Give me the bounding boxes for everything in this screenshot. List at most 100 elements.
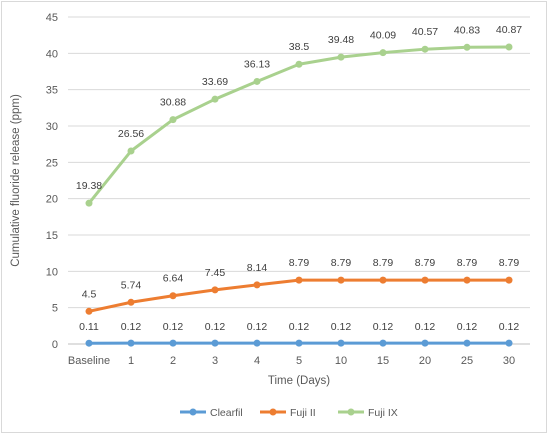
data-point [85, 199, 93, 207]
data-point [463, 276, 471, 284]
x-tick-label: Baseline [68, 355, 110, 367]
y-tick-label: 30 [46, 121, 58, 133]
legend-item-fuji-ii: Fuji II [260, 407, 316, 419]
legend-swatch-marker [347, 408, 355, 416]
data-point [295, 339, 303, 347]
series-fuji-ii [85, 276, 513, 315]
x-tick-label: 10 [335, 355, 347, 367]
x-tick-label: 20 [419, 355, 431, 367]
data-label: 7.45 [205, 267, 226, 279]
data-label: 8.79 [457, 257, 478, 269]
data-label: 0.12 [163, 321, 184, 333]
data-label: 8.14 [247, 262, 268, 274]
legend-swatch-marker [269, 408, 277, 416]
data-point [211, 95, 219, 103]
series-clearfil [85, 339, 513, 347]
data-label: 0.12 [247, 321, 268, 333]
data-label: 40.57 [412, 26, 438, 38]
data-label: 8.79 [373, 257, 394, 269]
series-line-fuji-ii [87, 278, 511, 313]
data-point [253, 281, 261, 289]
x-tick-label: 2 [170, 355, 176, 367]
data-label: 0.12 [121, 321, 142, 333]
data-point [169, 292, 177, 300]
data-label: 0.12 [373, 321, 394, 333]
legend-label: Fuji II [290, 407, 316, 419]
x-tick-label: 15 [377, 355, 389, 367]
legend: Clearfil Fuji II Fuji IX [180, 407, 398, 419]
y-tick-label: 0 [52, 339, 58, 351]
y-tick-label: 25 [46, 157, 58, 169]
data-point [295, 60, 303, 68]
x-axis-ticks: Baseline 1 2 3 4 5 10 15 20 25 30 [68, 355, 515, 367]
data-label: 36.13 [244, 58, 270, 70]
series-line-fuji-ix [87, 45, 511, 205]
data-point [127, 339, 135, 347]
data-point [169, 339, 177, 347]
data-point [253, 339, 261, 347]
data-point [421, 276, 429, 284]
data-label: 26.56 [118, 128, 144, 140]
data-point [463, 43, 471, 51]
data-point [127, 147, 135, 155]
data-point [337, 53, 345, 61]
y-tick-label: 15 [46, 230, 58, 242]
data-point [463, 339, 471, 347]
series-layer [85, 43, 513, 347]
data-labels-layer: 0.11 0.12 0.12 0.12 0.12 0.12 0.12 0.12 0.12 0.12… [76, 24, 522, 333]
data-point [379, 276, 387, 284]
data-label: 6.64 [163, 273, 184, 285]
data-point [379, 339, 387, 347]
x-tick-label: 3 [212, 355, 218, 367]
data-point [337, 276, 345, 284]
x-tick-label: 30 [503, 355, 515, 367]
x-tick-label: 1 [128, 355, 134, 367]
y-tick-label: 45 [46, 12, 58, 24]
data-label: 0.12 [499, 321, 520, 333]
y-tick-label: 5 [52, 303, 58, 315]
x-tick-label: 25 [461, 355, 473, 367]
data-label: 39.48 [328, 34, 354, 46]
data-point [337, 339, 345, 347]
data-label: 30.88 [160, 97, 186, 109]
data-point [211, 286, 219, 294]
data-label: 40.87 [496, 24, 522, 36]
data-label: 38.5 [289, 41, 310, 53]
y-tick-label: 20 [46, 194, 58, 206]
data-label: 5.74 [121, 279, 142, 291]
legend-label: Clearfil [210, 407, 243, 419]
data-point [127, 298, 135, 306]
data-label: 33.69 [202, 76, 228, 88]
data-label: 4.5 [82, 288, 97, 300]
data-point [379, 49, 387, 57]
data-point [211, 339, 219, 347]
y-axis-title: Cumulative fluoride release (ppm) [10, 94, 22, 267]
x-axis-title: Time (Days) [268, 375, 330, 387]
data-label: 8.79 [289, 257, 310, 269]
data-label: 0.12 [457, 321, 478, 333]
data-label: 0.12 [331, 321, 352, 333]
data-label: 8.79 [499, 257, 520, 269]
x-tick-label: 4 [254, 355, 260, 367]
data-label: 0.12 [415, 321, 436, 333]
data-point [85, 307, 93, 315]
legend-swatch-marker [189, 408, 197, 416]
data-label: 0.11 [79, 321, 99, 333]
data-point [295, 276, 303, 284]
data-point [85, 339, 93, 347]
data-point [169, 116, 177, 124]
data-label: 0.12 [289, 321, 310, 333]
data-label: 40.09 [370, 30, 396, 42]
data-point [253, 77, 261, 85]
data-label: 0.12 [205, 321, 226, 333]
gridlines [68, 16, 530, 345]
data-label: 8.79 [331, 257, 352, 269]
data-point [421, 45, 429, 53]
x-tick-label: 5 [296, 355, 302, 367]
data-label: 40.83 [454, 24, 480, 36]
data-label: 8.79 [415, 257, 436, 269]
data-point [421, 339, 429, 347]
legend-item-clearfil: Clearfil [180, 407, 243, 419]
